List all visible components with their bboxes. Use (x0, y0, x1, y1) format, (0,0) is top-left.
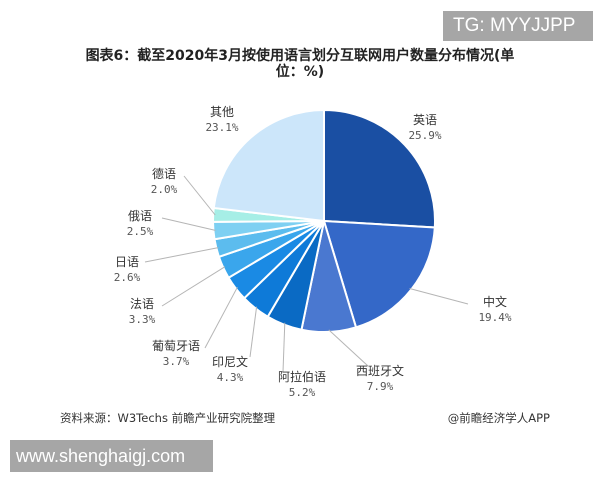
label-name: 葡萄牙语 (151, 339, 200, 353)
leader-line-portuguese (204, 286, 238, 349)
label-indonesian: 印尼文 4.3% (205, 354, 255, 386)
leader-line-french (161, 266, 226, 307)
label-name: 阿拉伯语 (277, 370, 326, 384)
label-name: 日语 (114, 255, 139, 269)
site-watermark-badge: www.shenghaigj.com (10, 440, 213, 472)
leader-line-russian (161, 217, 216, 231)
leader-line-indonesian (249, 306, 258, 358)
pie-slice-chinese (322, 219, 436, 329)
label-name: 德语 (151, 167, 176, 181)
label-russian: 俄语 2.5% (120, 208, 160, 240)
label-pct: 3.3% (128, 313, 156, 326)
leader-line-japanese (144, 247, 219, 263)
chart-title-line1: 图表6：截至2020年3月按使用语言划分互联网用户数量分布情况(单 (85, 48, 515, 64)
label-french: 法语 3.3% (122, 296, 162, 328)
chart-title: 图表6：截至2020年3月按使用语言划分互联网用户数量分布情况(单 位：%) (60, 48, 540, 80)
label-name: 英语 (412, 113, 437, 127)
label-pct: 23.1% (205, 121, 239, 134)
label-pct: 25.9% (408, 129, 442, 142)
label-name: 印尼文 (211, 355, 248, 369)
pie-slice-other (212, 108, 325, 223)
label-chinese: 中文 19.4% (470, 294, 520, 326)
label-pct: 2.0% (150, 183, 178, 196)
label-arabic: 阿拉伯语 5.2% (272, 369, 332, 401)
leader-line-spanish (328, 329, 369, 367)
leader-line-arabic (282, 322, 286, 373)
leader-line-chinese (409, 288, 469, 305)
chart-title-line2: 位：%) (275, 64, 325, 80)
label-pct: 4.3% (216, 371, 244, 384)
label-pct: 5.2% (288, 386, 316, 399)
tg-watermark-badge: TG: MYYJJPP (443, 11, 593, 41)
label-pct: 2.6% (113, 271, 141, 284)
label-name: 中文 (482, 295, 507, 309)
label-pct: 2.5% (126, 225, 154, 238)
leader-line-german (183, 175, 216, 216)
credit-note: @前瞻经济学人APP (447, 411, 550, 425)
label-name: 西班牙文 (355, 364, 404, 378)
label-english: 英语 25.9% (395, 112, 455, 144)
label-pct: 19.4% (478, 311, 512, 324)
label-pct: 3.7% (162, 355, 190, 368)
source-note: 资料来源：W3Techs 前瞻产业研究院整理 (60, 411, 276, 425)
label-other: 其他 23.1% (197, 104, 247, 136)
label-name: 俄语 (127, 209, 152, 223)
label-portuguese: 葡萄牙语 3.7% (146, 338, 206, 370)
pie-slice-english (323, 108, 436, 229)
label-name: 法语 (129, 297, 154, 311)
label-name: 其他 (209, 105, 234, 119)
label-german: 德语 2.0% (144, 166, 184, 198)
label-pct: 7.9% (366, 380, 394, 393)
label-spanish: 西班牙文 7.9% (350, 363, 410, 395)
label-japanese: 日语 2.6% (107, 254, 147, 286)
